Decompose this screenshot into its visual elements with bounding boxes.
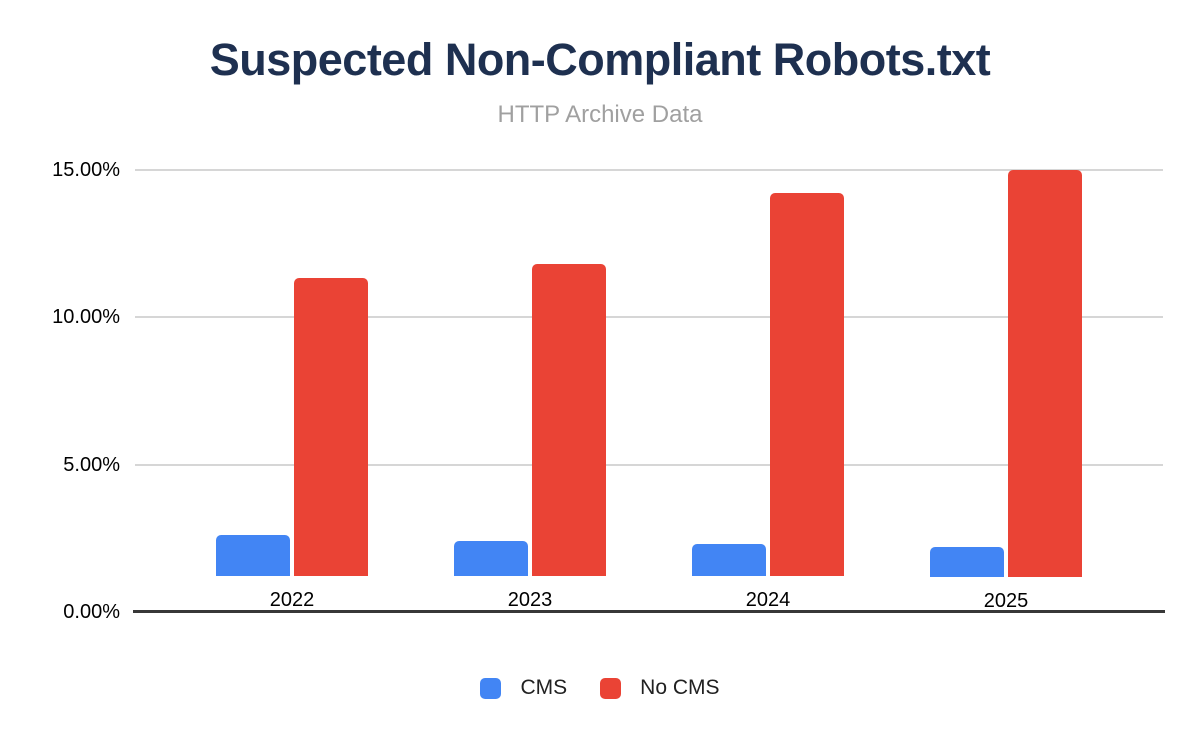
bar-group-2025: 2025 xyxy=(930,170,1082,612)
chart-title: Suspected Non-Compliant Robots.txt xyxy=(209,34,991,85)
y-tick-label-10: 10.00% xyxy=(52,306,120,329)
bar-no-cms-2025 xyxy=(1008,170,1082,577)
bar-no-cms-2022 xyxy=(294,278,368,576)
legend-label-no-cms: No CMS xyxy=(640,676,720,699)
bar-groups: 2022 2023 2024 2025 xyxy=(135,170,1163,612)
gridline-15 xyxy=(135,169,1163,171)
bar-group-2023: 2023 xyxy=(454,170,606,612)
bar-cms-2023 xyxy=(454,540,528,576)
gridline-5 xyxy=(135,463,1163,466)
bar-cms-2025 xyxy=(930,547,1004,577)
legend-entry-cms: CMS xyxy=(480,676,567,700)
x-tick-label-2025: 2025 xyxy=(983,589,1029,612)
bars-2022 xyxy=(216,170,368,576)
bar-cms-2022 xyxy=(216,534,290,576)
bar-cms-2024 xyxy=(692,543,766,576)
legend-entry-no-cms: No CMS xyxy=(600,676,720,700)
bar-group-2022: 2022 xyxy=(216,170,368,612)
plot-area: 2022 2023 2024 2025 xyxy=(133,169,1165,613)
chart-subtitle: HTTP Archive Data xyxy=(497,101,703,128)
bars-2025 xyxy=(930,170,1082,577)
x-tick-label-2023: 2023 xyxy=(507,589,553,611)
x-tick-label-2024: 2024 xyxy=(745,589,791,611)
legend-label-cms: CMS xyxy=(520,676,568,699)
y-tick-label-0: 0.00% xyxy=(63,601,120,623)
x-tick-label-2022: 2022 xyxy=(269,589,315,611)
bar-no-cms-2024 xyxy=(770,192,844,576)
gridline-10 xyxy=(135,316,1163,319)
x-axis-line xyxy=(133,610,1165,613)
bars-2024 xyxy=(692,170,844,576)
legend: CMS No CMS xyxy=(0,676,1200,700)
bar-no-cms-2023 xyxy=(532,263,606,576)
legend-swatch-cms xyxy=(480,677,502,699)
y-tick-label-5: 5.00% xyxy=(63,453,120,476)
bars-2023 xyxy=(454,170,606,576)
y-tick-label-15: 15.00% xyxy=(52,159,120,181)
legend-swatch-no-cms xyxy=(600,677,622,699)
bar-group-2024: 2024 xyxy=(692,170,844,612)
